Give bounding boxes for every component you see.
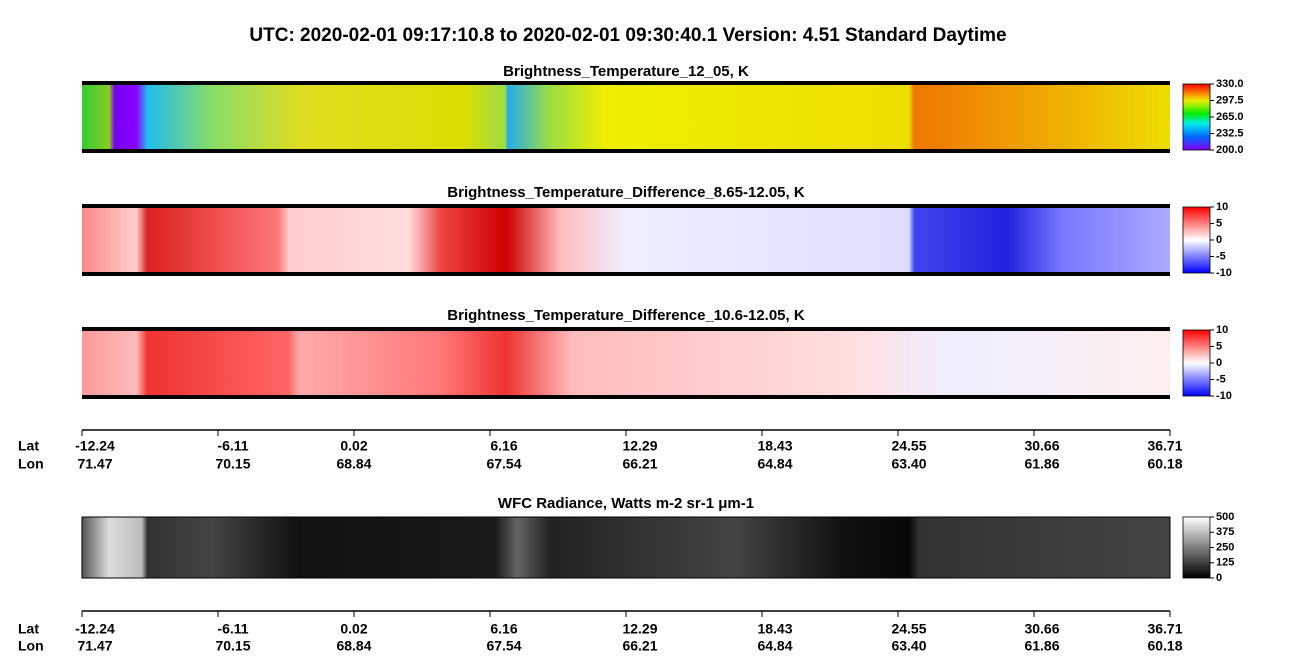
colorbar bbox=[1182, 83, 1211, 151]
lon-label: 66.21 bbox=[622, 638, 657, 654]
panel-title: Brightness_Temperature_12_05, K bbox=[503, 63, 749, 80]
colorbar-label: -10 bbox=[1216, 390, 1232, 402]
lon-label: 61.86 bbox=[1024, 456, 1059, 472]
lon-label: 68.84 bbox=[336, 638, 371, 654]
colorbar-label: -5 bbox=[1216, 250, 1226, 262]
lon-name: Lon bbox=[18, 456, 44, 472]
colorbar-label: 500 bbox=[1216, 511, 1234, 523]
colorbar-label: 297.5 bbox=[1216, 94, 1244, 106]
lat-label: 18.43 bbox=[757, 621, 792, 637]
colorbar-label: -10 bbox=[1216, 267, 1232, 279]
lat-label: 24.55 bbox=[891, 438, 926, 454]
lat-label: 18.43 bbox=[757, 438, 792, 454]
lat-label: 36.71 bbox=[1147, 438, 1182, 454]
image bbox=[82, 330, 1170, 396]
image bbox=[82, 84, 1170, 150]
lon-label: 67.54 bbox=[486, 456, 521, 472]
edge bbox=[82, 81, 1170, 85]
lat-label: 12.29 bbox=[622, 621, 657, 637]
edge bbox=[82, 272, 1170, 276]
colorbar-label: 10 bbox=[1216, 324, 1228, 336]
lat-label: 30.66 bbox=[1024, 621, 1059, 637]
lat-name: Lat bbox=[18, 438, 39, 454]
lat-label: -12.24 bbox=[75, 438, 115, 454]
lat-label: 12.29 bbox=[622, 438, 657, 454]
panel-title: WFC Radiance, Watts m-2 sr-1 μm-1 bbox=[498, 495, 754, 512]
lat-label: 0.02 bbox=[340, 621, 367, 637]
colorbar-label: 375 bbox=[1216, 526, 1234, 538]
colorbar bbox=[1182, 206, 1211, 274]
colorbar-label: 0 bbox=[1216, 357, 1222, 369]
lon-label: 63.40 bbox=[891, 638, 926, 654]
colorbar-label: 5 bbox=[1216, 340, 1222, 352]
lat-label: 6.16 bbox=[490, 438, 517, 454]
lon-label: 70.15 bbox=[215, 638, 250, 654]
title: UTC: 2020-02-01 09:17:10.8 to 2020-02-01… bbox=[249, 25, 1006, 46]
colorbar-label: 10 bbox=[1216, 201, 1228, 213]
lat-label: 6.16 bbox=[490, 621, 517, 637]
lon-label: 60.18 bbox=[1147, 638, 1182, 654]
lon-label: 68.84 bbox=[336, 456, 371, 472]
lat-label: 24.55 bbox=[891, 621, 926, 637]
lon-label: 64.84 bbox=[757, 456, 792, 472]
lat-label: -6.11 bbox=[217, 438, 248, 454]
colorbar-label: 125 bbox=[1216, 557, 1234, 569]
edge bbox=[82, 395, 1170, 399]
lon-label: 61.86 bbox=[1024, 638, 1059, 654]
colorbar-label: -5 bbox=[1216, 373, 1226, 385]
image bbox=[82, 207, 1170, 273]
image bbox=[81, 516, 1171, 579]
colorbar bbox=[1182, 329, 1211, 397]
lon-label: 67.54 bbox=[486, 638, 521, 654]
colorbar bbox=[1182, 516, 1211, 579]
edge bbox=[82, 204, 1170, 208]
lon-label: 70.15 bbox=[215, 456, 250, 472]
lat-label: -12.24 bbox=[75, 621, 115, 637]
colorbar-label: 250 bbox=[1216, 541, 1234, 553]
lon-label: 66.21 bbox=[622, 456, 657, 472]
colorbar-label: 232.5 bbox=[1216, 127, 1244, 139]
lon-label: 63.40 bbox=[891, 456, 926, 472]
lat-name: Lat bbox=[18, 621, 39, 637]
colorbar-label: 5 bbox=[1216, 217, 1222, 229]
edge bbox=[82, 327, 1170, 331]
lat-label: 30.66 bbox=[1024, 438, 1059, 454]
colorbar-label: 330.0 bbox=[1216, 78, 1244, 90]
lon-label: 64.84 bbox=[757, 638, 792, 654]
lat-label: -6.11 bbox=[217, 621, 248, 637]
lon-label: 60.18 bbox=[1147, 456, 1182, 472]
colorbar-label: 265.0 bbox=[1216, 111, 1244, 123]
edge bbox=[82, 149, 1170, 153]
panel-title: Brightness_Temperature_Difference_10.6-1… bbox=[447, 307, 805, 324]
lon-name: Lon bbox=[18, 638, 44, 654]
lat-label: 0.02 bbox=[340, 438, 367, 454]
colorbar-label: 200.0 bbox=[1216, 144, 1244, 156]
lon-label: 71.47 bbox=[77, 638, 112, 654]
lat-label: 36.71 bbox=[1147, 621, 1182, 637]
colorbar-label: 0 bbox=[1216, 572, 1222, 584]
lon-label: 71.47 bbox=[77, 456, 112, 472]
colorbar-label: 0 bbox=[1216, 234, 1222, 246]
panel-title: Brightness_Temperature_Difference_8.65-1… bbox=[447, 184, 805, 201]
